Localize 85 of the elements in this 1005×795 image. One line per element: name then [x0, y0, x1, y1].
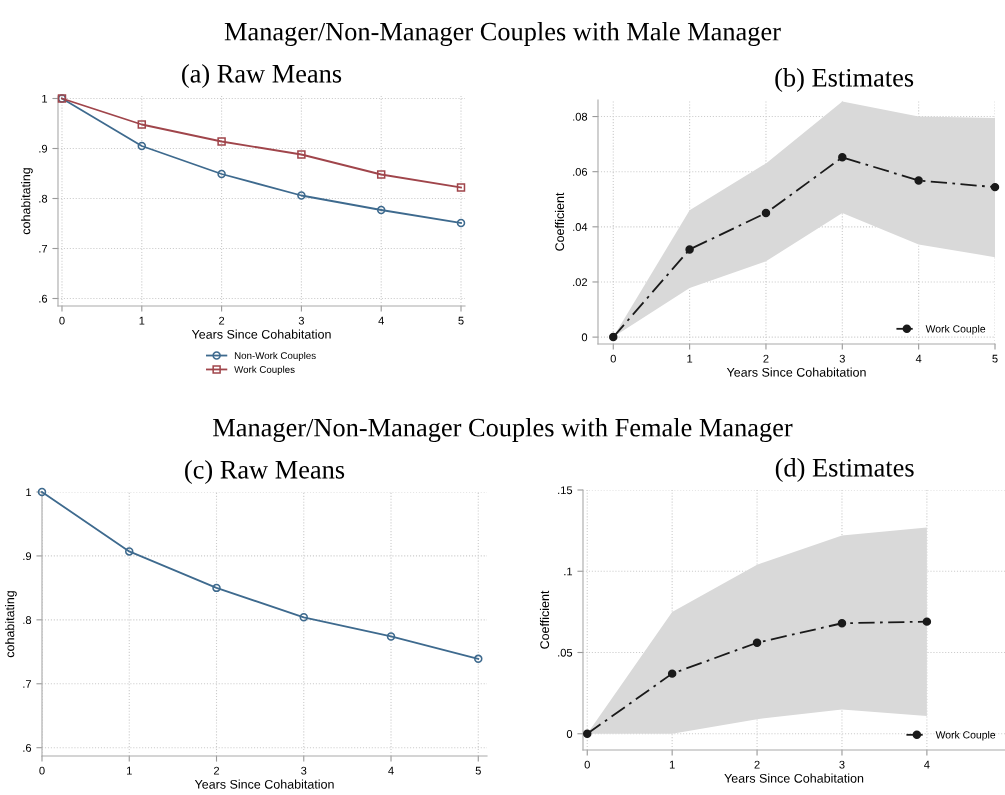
- x-tick-label: 2: [213, 766, 220, 775]
- point: [474, 654, 483, 664]
- x-tick-label: 3: [839, 760, 845, 769]
- x-tick-label: 1: [139, 316, 145, 325]
- point: [667, 669, 677, 678]
- y-axis-title: cohabitating: [5, 591, 17, 658]
- point: [914, 176, 923, 185]
- y-axis-title: Coefficient: [554, 192, 565, 251]
- x-tick-label: 3: [301, 766, 307, 775]
- x-axis-title: Years Since Cohabitation: [726, 367, 866, 377]
- y-tick-label: .9: [39, 144, 48, 153]
- point: [752, 638, 762, 647]
- x-tick-label: 2: [763, 354, 769, 363]
- point: [137, 120, 147, 129]
- y-tick-label: .08: [573, 112, 588, 121]
- legend-label: Work Couple: [925, 324, 986, 335]
- point: [37, 487, 47, 497]
- y-tick-label: 1: [26, 488, 32, 497]
- point: [922, 617, 932, 626]
- point: [761, 208, 771, 218]
- x-tick-label: 2: [754, 760, 760, 769]
- point: [217, 169, 226, 179]
- point: [456, 183, 466, 192]
- chart-title: (d) Estimates: [775, 458, 914, 482]
- point: [838, 153, 847, 162]
- point: [297, 191, 306, 200]
- x-tick-label: 5: [475, 766, 481, 775]
- y-tick-label: .9: [23, 552, 32, 561]
- point: [297, 150, 306, 159]
- point: [456, 218, 466, 228]
- point: [299, 613, 309, 622]
- point: [376, 170, 386, 179]
- x-tick-label: 1: [687, 354, 693, 363]
- y-tick-label: .8: [23, 616, 32, 624]
- x-tick-label: 4: [924, 760, 930, 769]
- legend-label: Work Couple: [935, 730, 996, 741]
- chart-title: (c) Raw Means: [185, 460, 345, 484]
- chart-title: (a) Raw Means: [182, 64, 342, 88]
- point: [386, 632, 396, 641]
- point: [609, 332, 618, 342]
- x-tick-label: 3: [839, 354, 845, 363]
- y-tick-label: .8: [39, 194, 48, 203]
- x-tick-label: 3: [298, 316, 304, 325]
- x-axis-title: Years Since Cohabitation: [191, 329, 331, 339]
- text: Manager/Non-Manager Couples with Female Manager: [213, 417, 793, 442]
- y-tick-label: .6: [23, 743, 32, 752]
- y-tick-label: 1: [42, 94, 48, 103]
- y-tick-label: .06: [573, 167, 588, 176]
- x-tick-label: 5: [458, 316, 464, 325]
- y-tick-label: .04: [573, 223, 588, 231]
- x-tick-label: 4: [378, 316, 384, 325]
- x-axis-title: Years Since Cohabitation: [724, 773, 864, 783]
- point: [583, 729, 592, 738]
- point: [685, 245, 694, 254]
- point: [837, 619, 847, 628]
- y-axis-title: cohabitating: [21, 168, 33, 235]
- legend-label: Work Couples: [234, 365, 295, 375]
- y-tick-label: .05: [558, 648, 573, 657]
- y-tick-label: .15: [558, 486, 573, 495]
- point: [212, 583, 221, 593]
- y-tick-label: .7: [23, 680, 32, 688]
- chart-title: (b) Estimates: [775, 68, 914, 92]
- x-tick-label: 2: [219, 316, 225, 325]
- y-tick-label: .1: [564, 567, 573, 576]
- y-tick-label: .6: [39, 294, 48, 303]
- y-tick-label: .7: [39, 244, 48, 253]
- x-tick-label: 0: [59, 316, 65, 325]
- y-tick-label: 0: [581, 333, 588, 342]
- x-tick-label: 4: [915, 354, 922, 363]
- y-axis-title: Coefficient: [539, 590, 550, 649]
- legend-label: Non-Work Couples: [234, 351, 316, 361]
- y-tick-label: .02: [573, 278, 588, 287]
- y-tick-label: 0: [566, 730, 573, 738]
- x-tick-label: 0: [610, 354, 616, 363]
- x-tick-label: 5: [992, 354, 998, 363]
- point: [125, 547, 134, 556]
- point: [990, 182, 1000, 192]
- x-tick-label: 4: [388, 766, 394, 775]
- point: [376, 205, 386, 215]
- x-axis-title: Years Since Cohabitation: [194, 779, 334, 789]
- point: [137, 141, 147, 151]
- point: [217, 137, 226, 146]
- x-tick-label: 1: [669, 760, 675, 769]
- text: Manager/Non-Manager Couples with Male Manager: [224, 21, 781, 46]
- x-tick-label: 1: [127, 766, 132, 775]
